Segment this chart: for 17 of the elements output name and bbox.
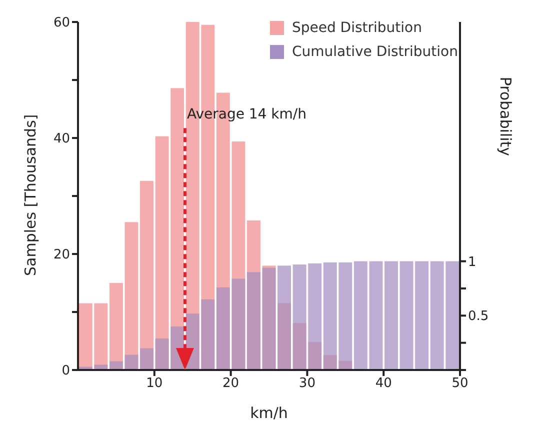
y2-axis-title: Probability [496, 76, 515, 156]
y2-tick-label: 1 [468, 254, 476, 270]
x-tick-label: 30 [298, 376, 316, 392]
y-tick-label: 40 [53, 132, 70, 147]
ref-line-label: Average 14 km/h [186, 106, 307, 122]
x-tick-label: 40 [375, 376, 392, 392]
y-tick-label: 0 [62, 364, 70, 379]
x-tick-label: 10 [146, 376, 163, 392]
y2-tick-label: 0.5 [468, 309, 489, 324]
legend-label: Cumulative Distribution [292, 43, 458, 62]
y-tick-label: 20 [53, 248, 70, 263]
x-tick-label: 50 [452, 376, 468, 392]
x-axis-title: km/h [250, 404, 288, 422]
legend-label: Speed Distribution [292, 19, 422, 38]
y-axis-title: Samples [Thousands] [21, 114, 40, 276]
y-tick-label: 60 [53, 16, 70, 31]
x-tick-label: 20 [222, 376, 240, 392]
